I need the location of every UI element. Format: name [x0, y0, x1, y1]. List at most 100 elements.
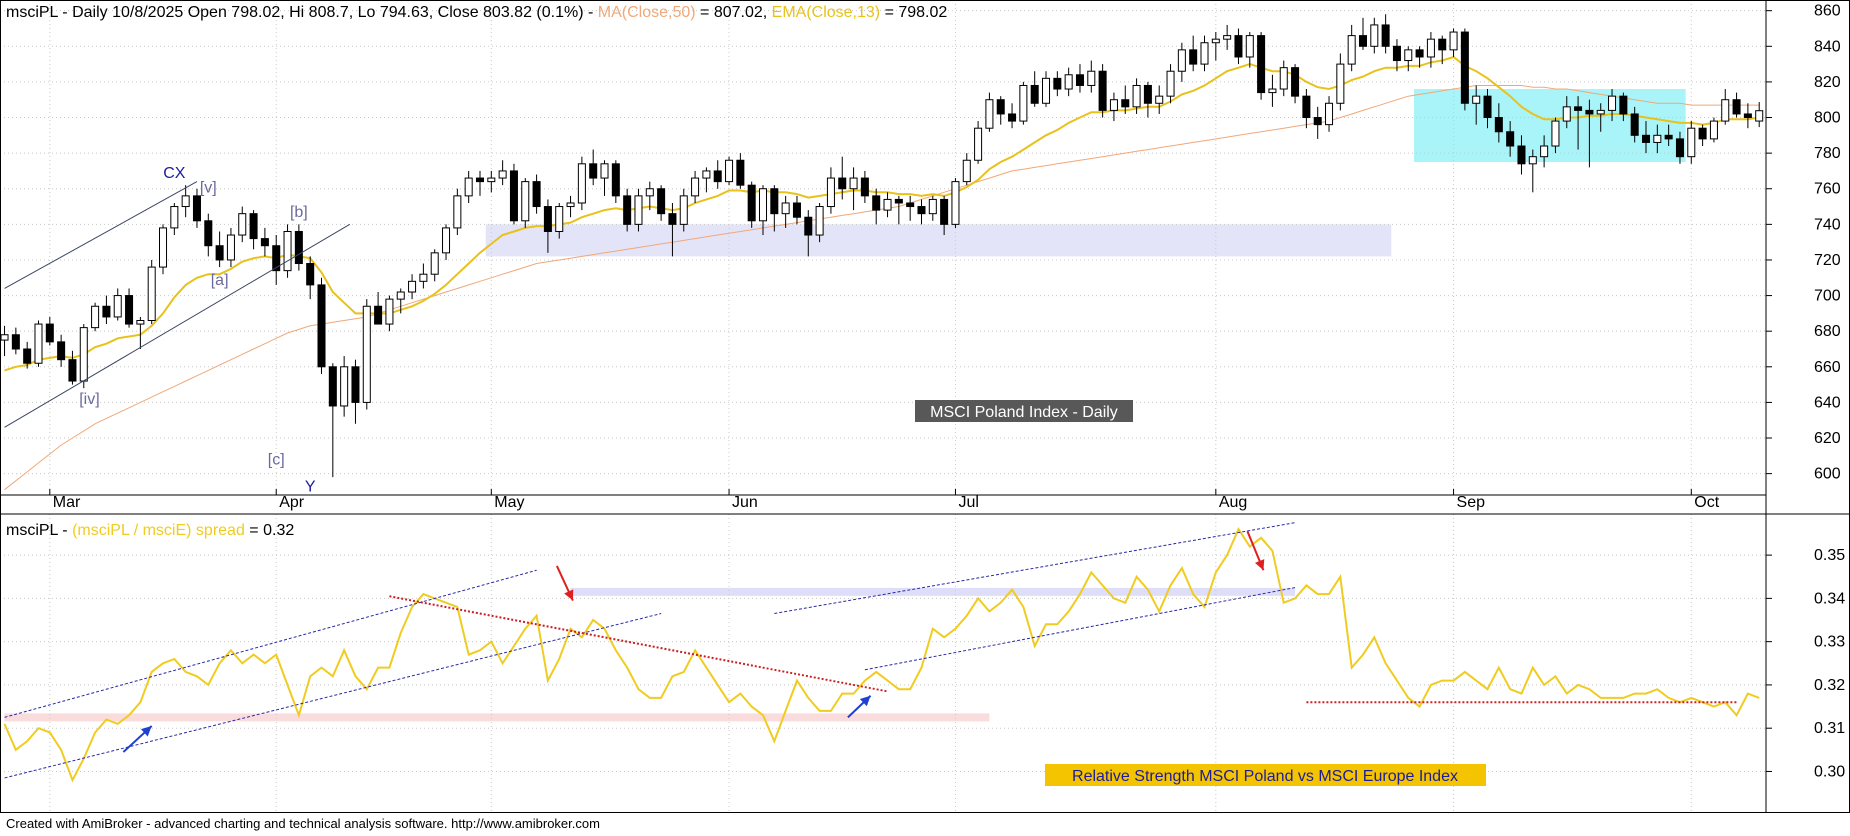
candle-body-up [815, 206, 824, 236]
price-chart-title: MSCI Poland Index - Daily [915, 400, 1133, 422]
candle-body-down [1234, 35, 1243, 58]
candle [1155, 85, 1164, 114]
candle [294, 224, 303, 271]
candle-body-up [1562, 106, 1571, 122]
candle-body-down [294, 230, 303, 265]
candle [577, 156, 586, 211]
candle-body-down [351, 366, 360, 403]
candle-body-up [1223, 35, 1232, 40]
candle [374, 292, 383, 325]
candle [57, 334, 66, 367]
wave-label: [a] [211, 272, 229, 289]
candle [1562, 96, 1571, 129]
arrow-head [564, 589, 574, 601]
arrow-head [1255, 559, 1265, 571]
candle [906, 195, 915, 221]
candle-body-up [725, 159, 734, 183]
candle-body-up [91, 305, 100, 329]
candle-body-down [1291, 67, 1300, 97]
candle [1313, 106, 1322, 139]
candle-body-down [306, 263, 315, 286]
candle [1755, 102, 1764, 128]
candle [1245, 32, 1254, 68]
arrow-red [555, 565, 574, 601]
candle [894, 195, 903, 225]
candle [317, 277, 326, 374]
candle-body-up [1528, 156, 1537, 165]
candle [45, 316, 54, 346]
candle [1064, 67, 1073, 97]
candle-body-up [1245, 35, 1254, 58]
spread-tick-label: 0.33 [1814, 634, 1845, 651]
candle [1200, 35, 1209, 72]
candle-body-down [1392, 45, 1401, 62]
candle [1019, 81, 1028, 125]
price-chart-title-text: MSCI Poland Index - Daily [930, 404, 1118, 421]
wave-label: [v] [200, 179, 217, 196]
candle [1506, 121, 1515, 157]
candle [192, 188, 201, 228]
candle [634, 188, 643, 232]
candle [555, 202, 564, 239]
candle-body-up [1426, 38, 1435, 58]
candle [1166, 64, 1175, 104]
candle-body-up [951, 181, 960, 225]
candle [532, 174, 541, 214]
candle-body-down [1732, 99, 1741, 115]
candle [442, 224, 451, 260]
candle [272, 235, 281, 285]
candle-body-down [1460, 31, 1469, 104]
arrow-blue [122, 725, 153, 753]
candle-body-up [985, 99, 994, 129]
candle-body-down [328, 366, 337, 407]
candle [147, 259, 156, 325]
candle [1641, 121, 1651, 154]
candle [1664, 124, 1673, 147]
candle-body-up [962, 159, 971, 183]
candle-body-up [1279, 67, 1288, 90]
candle-body-down [1438, 38, 1447, 51]
candle [181, 185, 190, 218]
candle-body-down [260, 238, 269, 247]
candle-body-down [1664, 134, 1673, 140]
candle-body-up [1551, 120, 1560, 147]
candle-body-down [804, 216, 813, 236]
price-quote: Daily 10/8/2025 Open 798.02, Hi 808.7, L… [72, 4, 583, 21]
date-tick-label: Mar [53, 494, 81, 511]
candle [430, 249, 439, 282]
footer-credit: Created with AmiBroker - advanced charti… [6, 816, 600, 831]
candle [1574, 96, 1583, 150]
candle-body-down [906, 202, 915, 208]
candle [623, 188, 632, 232]
candle [1653, 124, 1662, 154]
candle [0, 325, 9, 357]
spread-channel-line [774, 522, 1296, 615]
ma-label: MA(Close,50) [598, 4, 696, 21]
candle [1517, 135, 1526, 175]
candle [951, 178, 960, 228]
candle-body-down [374, 305, 383, 325]
wave-label: Y [305, 478, 316, 495]
candle-body-up [577, 163, 586, 204]
candle [498, 160, 507, 186]
spread-band-support [4, 713, 990, 722]
candle-body-up [974, 127, 983, 161]
candle [102, 295, 111, 325]
candle [396, 288, 405, 314]
ema-label: EMA(Close,13) [772, 4, 880, 21]
candle [792, 195, 801, 225]
price-tick-label: 840 [1814, 38, 1841, 55]
candle-body-down [860, 177, 869, 197]
candle [849, 167, 858, 211]
candle-body-down [1075, 74, 1084, 86]
candle [249, 210, 258, 250]
candle [1132, 78, 1141, 114]
candle-body-down [102, 305, 111, 318]
candle [1392, 39, 1401, 72]
spread-value: = 0.32 [245, 522, 294, 539]
candle-body-up [1721, 99, 1730, 122]
spread-panel-header: msciPL - (msciPL / msciE) spread = 0.32 [6, 522, 294, 539]
candle-body-up [1608, 95, 1617, 111]
candle [351, 359, 360, 424]
spread-tick-label: 0.30 [1814, 763, 1845, 780]
